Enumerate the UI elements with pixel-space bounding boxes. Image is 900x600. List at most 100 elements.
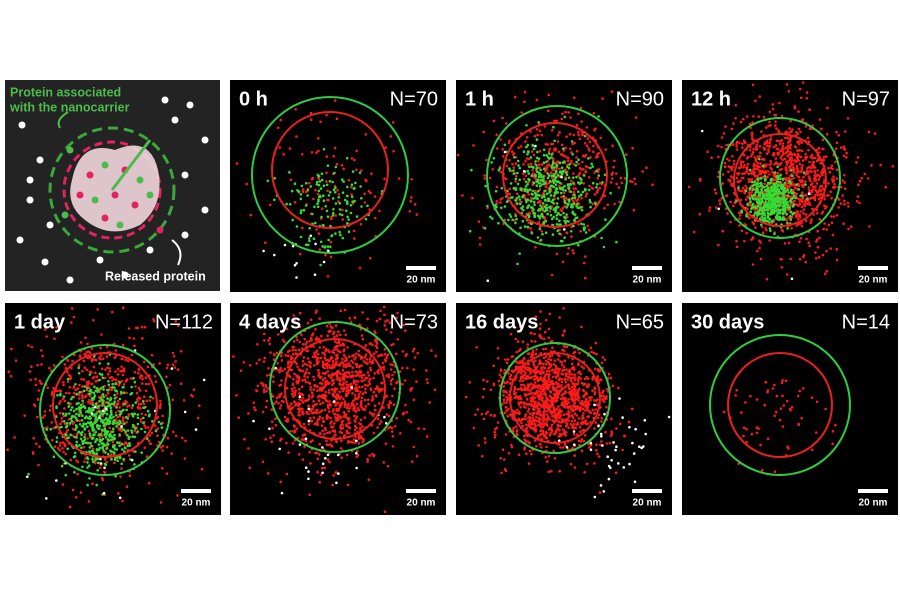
dot (369, 368, 373, 372)
dot (355, 383, 358, 386)
dot (556, 173, 560, 177)
dot (278, 146, 282, 149)
dot (814, 257, 818, 260)
dot (795, 210, 798, 213)
dot (78, 419, 81, 422)
dot (364, 344, 368, 347)
dot (273, 353, 276, 357)
dot (558, 161, 562, 164)
dot (366, 317, 369, 321)
dot (78, 383, 81, 387)
dot (790, 177, 793, 181)
dot (757, 157, 761, 161)
dot (502, 155, 505, 158)
dot (791, 213, 795, 216)
localization-dots (232, 305, 437, 513)
dot (571, 142, 574, 146)
dot (569, 230, 573, 233)
dot (550, 273, 554, 277)
dot (572, 182, 575, 185)
dot (788, 169, 791, 172)
dot (274, 423, 278, 427)
dot (61, 355, 64, 359)
dot (83, 352, 86, 356)
dot (757, 177, 760, 181)
dot (312, 237, 316, 240)
dot (384, 320, 387, 323)
dot (54, 415, 58, 419)
dot (766, 181, 770, 185)
dot (598, 181, 602, 185)
dot (794, 213, 798, 217)
dot (351, 170, 355, 173)
dot (563, 115, 567, 119)
dot (540, 173, 543, 177)
dot (538, 129, 542, 133)
dot (103, 462, 107, 466)
dot (80, 419, 84, 422)
dot (355, 455, 359, 459)
dot (571, 210, 575, 214)
dot (805, 169, 809, 173)
dot (631, 146, 634, 150)
dot (628, 179, 632, 183)
dot (52, 386, 55, 390)
dot (385, 356, 388, 360)
dot (82, 359, 86, 363)
dot (338, 430, 342, 434)
dot (799, 237, 803, 240)
dot (806, 202, 809, 206)
dot (790, 277, 794, 281)
dot (762, 219, 766, 223)
dot (555, 163, 558, 166)
dot (127, 414, 130, 418)
dot (56, 393, 59, 397)
dot (182, 399, 186, 402)
dot (119, 412, 123, 415)
dot (368, 357, 372, 360)
dot (70, 406, 74, 409)
dot (532, 200, 536, 204)
dot (781, 153, 785, 156)
dot (811, 182, 814, 185)
dot (69, 402, 72, 405)
dot (357, 395, 360, 399)
dot (778, 205, 781, 208)
dot (822, 227, 825, 231)
dot (309, 118, 313, 121)
dot (751, 152, 754, 156)
dot (372, 352, 376, 355)
dot (387, 375, 390, 379)
dot (275, 396, 279, 399)
dot (122, 428, 126, 431)
dot (749, 200, 752, 204)
dot (79, 411, 83, 414)
dot (505, 164, 509, 168)
dot (514, 188, 518, 191)
dot (41, 354, 44, 358)
dot (342, 381, 345, 385)
dot (572, 202, 576, 205)
dot (584, 231, 588, 234)
dot (514, 214, 518, 218)
dot (364, 391, 367, 394)
dot (471, 196, 474, 200)
dot (126, 429, 130, 432)
dot (332, 154, 336, 158)
dot (560, 166, 564, 169)
dot (526, 169, 529, 173)
dot (774, 205, 777, 208)
dot (842, 154, 846, 158)
dot (348, 355, 351, 358)
dot (535, 98, 539, 102)
dot (575, 202, 579, 206)
dot (577, 223, 580, 226)
dot (118, 444, 121, 447)
dot (135, 391, 139, 395)
dot (262, 360, 266, 363)
dot (139, 417, 143, 421)
dot (537, 121, 540, 124)
dot (808, 201, 811, 205)
dot (503, 143, 507, 147)
dot (133, 344, 136, 348)
